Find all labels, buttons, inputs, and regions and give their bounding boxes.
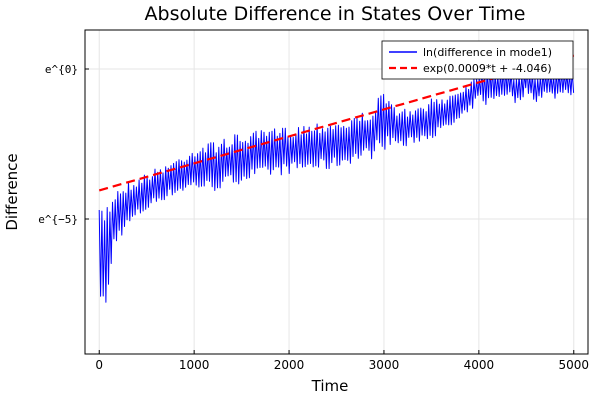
y-tick-label: e^{0} xyxy=(45,63,78,76)
x-tick-label: 3000 xyxy=(369,358,400,372)
x-tick-label: 2000 xyxy=(274,358,305,372)
series-ln-difference-mode1-line xyxy=(98,66,575,303)
y-axis-ticks: e^{0} e^{−5} xyxy=(38,63,89,226)
y-axis-label: Difference xyxy=(3,153,21,230)
x-tick-label: 4000 xyxy=(464,358,495,372)
y-tick-label: e^{−5} xyxy=(38,213,78,226)
legend-label-series-1: ln(difference in mode1) xyxy=(423,46,552,59)
legend: ln(difference in mode1) exp(0.0009*t + -… xyxy=(381,40,574,80)
x-tick-label: 5000 xyxy=(558,358,589,372)
legend-box xyxy=(381,40,574,80)
x-axis-label: Time xyxy=(311,377,349,395)
plot-frame xyxy=(84,29,589,355)
x-axis-ticks: 0 1000 2000 3000 4000 5000 xyxy=(95,350,589,372)
x-tick-label: 1000 xyxy=(179,358,210,372)
chart-title: Absolute Difference in States Over Time xyxy=(145,3,526,25)
legend-label-series-2: exp(0.0009*t + -4.046) xyxy=(423,62,552,75)
x-tick-label: 0 xyxy=(95,358,103,372)
